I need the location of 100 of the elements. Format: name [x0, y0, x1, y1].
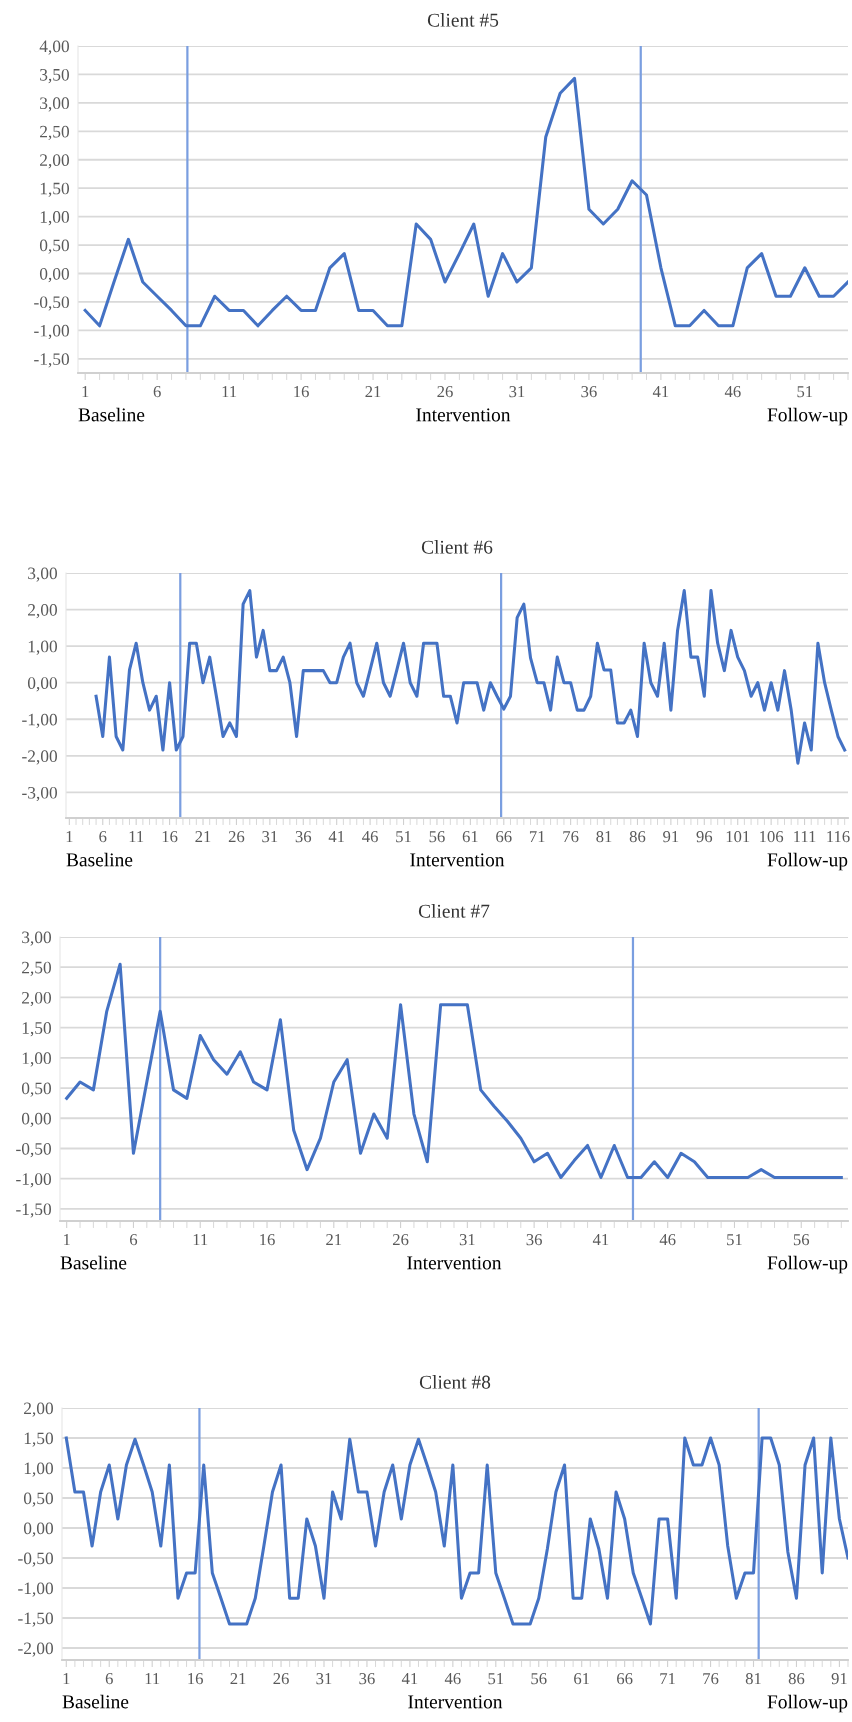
- y-tick-label: -0,50: [16, 1142, 52, 1158]
- y-tick-label: 0,50: [23, 1492, 53, 1507]
- y-tick-label: 2,50: [40, 125, 69, 140]
- x-tick-label: 36: [581, 386, 597, 398]
- x-tick-label: 51: [488, 1673, 504, 1685]
- x-tick-label: 31: [459, 1234, 475, 1246]
- text: Intervention: [407, 1256, 502, 1270]
- x-tick-label: 6: [130, 1234, 138, 1246]
- y-tick-label: 3,00: [40, 97, 69, 112]
- text: Follow-up: [767, 1694, 848, 1713]
- y-tick-label: -0,50: [34, 296, 70, 311]
- text: Follow-up: [767, 1255, 848, 1274]
- y-tick-label: 1,00: [28, 640, 57, 655]
- text: Follow-up: [767, 852, 848, 871]
- x-tick-label: 41: [592, 1234, 609, 1246]
- x-tick-label: 26: [273, 1673, 289, 1685]
- text: Intervention: [416, 408, 511, 422]
- x-tick-label: 1: [63, 1673, 70, 1685]
- chart-title: Client #6: [421, 540, 493, 554]
- text: Baseline: [62, 1694, 129, 1709]
- x-tick-label: 96: [696, 831, 713, 843]
- x-tick-label: 51: [797, 386, 813, 398]
- y-tick-label: -0,50: [18, 1552, 54, 1567]
- x-tick-label: 6: [105, 1673, 113, 1685]
- x-tick-label: 46: [724, 386, 741, 398]
- x-tick-label: 86: [629, 830, 646, 843]
- chart-title: Client #7: [418, 904, 490, 918]
- x-tick-label: 21: [195, 831, 211, 843]
- x-tick-label: 56: [429, 831, 445, 843]
- y-tick-label: 0,00: [39, 267, 69, 283]
- y-tick-label: 1,50: [40, 182, 69, 197]
- y-tick-label: 0,00: [23, 1522, 53, 1537]
- y-tick-label: 2,00: [40, 154, 69, 169]
- x-tick-label: 21: [326, 1234, 342, 1246]
- y-tick-label: -1,50: [16, 1203, 52, 1218]
- x-tick-label: 106: [760, 830, 784, 843]
- y-tick-label: -1,00: [16, 1173, 52, 1188]
- y-tick-label: 1,50: [22, 1022, 51, 1037]
- x-tick-label: 21: [230, 1673, 246, 1685]
- x-tick-label: 26: [228, 831, 245, 843]
- y-tick-label: 1,00: [40, 211, 69, 226]
- y-tick-label: 2,00: [22, 991, 51, 1007]
- x-tick-label: 56: [531, 1673, 547, 1685]
- x-tick-label: 1: [82, 386, 89, 398]
- x-tick-label: 31: [316, 1673, 332, 1685]
- text: Baseline: [60, 1255, 127, 1270]
- y-tick-label: 1,50: [24, 1432, 53, 1447]
- y-tick-label: -1,00: [18, 1582, 54, 1597]
- x-tick-label: 36: [295, 831, 312, 843]
- y-tick-label: 2,50: [22, 961, 51, 976]
- x-tick-label: 81: [596, 830, 612, 843]
- line-series: [83, 76, 848, 328]
- x-tick-label: 61: [462, 831, 478, 843]
- y-tick-label: -3,00: [22, 786, 58, 802]
- x-tick-label: 11: [145, 1673, 160, 1685]
- x-tick-label: 26: [392, 1234, 409, 1246]
- x-tick-label: 66: [496, 831, 512, 843]
- x-tick-label: 116: [827, 831, 850, 843]
- x-tick-label: 111: [794, 831, 816, 843]
- x-tick-label: 41: [401, 1673, 418, 1685]
- y-tick-label: -1,00: [22, 713, 58, 728]
- y-tick-label: -1,50: [34, 353, 70, 368]
- x-tick-label: 6: [153, 386, 161, 398]
- y-tick-label: -2,00: [18, 1642, 54, 1657]
- x-tick-label: 6: [99, 831, 107, 843]
- x-tick-label: 61: [574, 1673, 590, 1685]
- y-tick-label: -1,00: [34, 324, 70, 340]
- x-tick-label: 91: [831, 1673, 847, 1685]
- text: Intervention: [410, 853, 505, 867]
- x-tick-label: 76: [563, 831, 579, 843]
- x-tick-label: 76: [703, 1673, 719, 1685]
- x-tick-label: 71: [660, 1673, 675, 1685]
- x-tick-label: 81: [745, 1672, 761, 1685]
- line-series: [64, 1436, 848, 1626]
- y-tick-label: 3,00: [22, 931, 51, 946]
- x-tick-label: 16: [188, 1673, 203, 1685]
- y-tick-label: -2,00: [22, 750, 58, 765]
- x-tick-label: 1: [63, 1234, 70, 1246]
- y-tick-label: -1,50: [18, 1612, 54, 1627]
- x-tick-label: 101: [726, 830, 750, 843]
- x-tick-label: 11: [129, 831, 144, 843]
- y-tick-label: 4,00: [39, 40, 69, 55]
- x-tick-label: 56: [793, 1234, 810, 1246]
- x-tick-label: 26: [437, 386, 453, 398]
- y-tick-label: 3,00: [28, 567, 57, 582]
- x-tick-label: 36: [526, 1234, 542, 1246]
- x-tick-label: 41: [328, 831, 345, 843]
- x-tick-label: 41: [652, 386, 669, 398]
- x-tick-label: 1: [66, 831, 73, 843]
- y-tick-label: 2,00: [24, 1402, 53, 1417]
- x-tick-label: 46: [659, 1234, 676, 1246]
- x-tick-label: 86: [788, 1672, 805, 1685]
- line-series: [94, 589, 847, 765]
- text: Baseline: [78, 407, 145, 422]
- x-tick-label: 16: [294, 386, 309, 398]
- y-tick-label: 3,50: [40, 68, 69, 84]
- y-tick-label: 0,00: [21, 1112, 51, 1127]
- x-tick-label: 71: [529, 831, 545, 843]
- x-tick-label: 16: [162, 831, 178, 843]
- text: Intervention: [408, 1695, 503, 1709]
